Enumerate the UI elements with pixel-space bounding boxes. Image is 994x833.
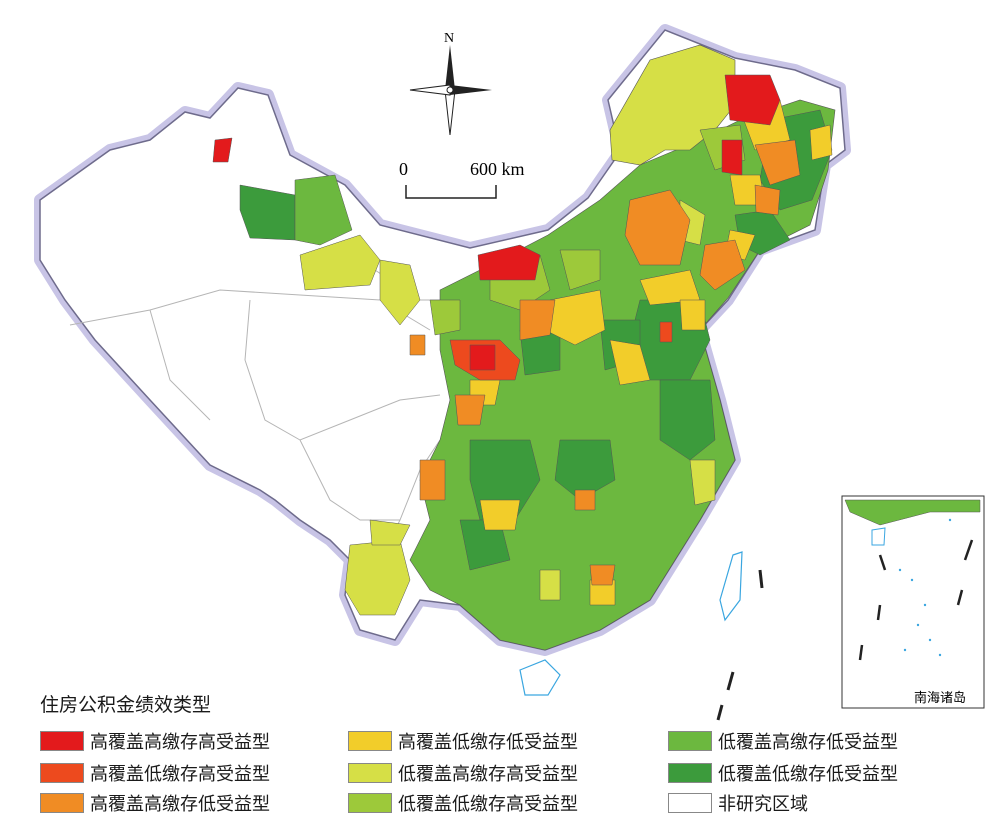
legend-item: 低覆盖低缴存高受益型: [348, 790, 578, 816]
legend-swatch: [348, 793, 392, 813]
legend-swatch: [668, 731, 712, 751]
legend: 高覆盖高缴存高受益型 高覆盖低缴存高受益型 高覆盖高缴存低受益型 高覆盖低缴存低…: [40, 728, 990, 828]
legend-swatch: [40, 763, 84, 783]
scale-bar: [405, 185, 497, 199]
compass-icon: [409, 45, 492, 136]
legend-item: 高覆盖高缴存低受益型: [40, 790, 270, 816]
regions-orange: [409, 139, 801, 586]
legend-item: 高覆盖高缴存高受益型: [40, 728, 270, 754]
legend-label: 高覆盖低缴存高受益型: [90, 764, 270, 785]
legend-label: 低覆盖低缴存低受益型: [718, 764, 898, 785]
legend-item: 低覆盖高缴存低受益型: [668, 728, 898, 754]
south-china-sea-inset: 南海诸岛: [841, 495, 985, 709]
legend-label: 非研究区域: [718, 794, 808, 815]
region-green-xinjiang: [294, 174, 353, 246]
legend-item: 高覆盖低缴存低受益型: [348, 728, 578, 754]
legend-swatch: [668, 763, 712, 783]
legend-item: 高覆盖低缴存高受益型: [40, 760, 270, 786]
legend-swatch: [348, 763, 392, 783]
regions-red: [212, 74, 781, 371]
scale-zero-label: 0: [399, 159, 408, 179]
legend-item: 低覆盖高缴存高受益型: [348, 760, 578, 786]
hainan-island: [519, 659, 561, 696]
legend-item: 非研究区域: [668, 790, 808, 816]
regions-lime: [299, 199, 716, 616]
legend-label: 低覆盖高缴存低受益型: [718, 732, 898, 753]
legend-item: 低覆盖低缴存低受益型: [668, 760, 898, 786]
scale-distance-label: 600 km: [470, 159, 525, 179]
legend-swatch: [40, 793, 84, 813]
maritime-boundary-dashes: [716, 569, 764, 721]
legend-label: 高覆盖高缴存低受益型: [90, 794, 270, 815]
legend-swatch: [40, 731, 84, 751]
inset-label: 南海诸岛: [914, 690, 966, 706]
legend-swatch: [668, 793, 712, 813]
legend-title: 住房公积金绩效类型: [40, 694, 212, 716]
legend-swatch: [348, 731, 392, 751]
legend-label: 高覆盖高缴存高受益型: [90, 732, 270, 753]
legend-label: 高覆盖低缴存低受益型: [398, 732, 578, 753]
regions-yellow: [469, 99, 833, 606]
legend-label: 低覆盖低缴存高受益型: [398, 794, 578, 815]
legend-label: 低覆盖高缴存高受益型: [398, 764, 578, 785]
taiwan-island: [719, 551, 743, 622]
compass-north-label: N: [444, 31, 454, 46]
